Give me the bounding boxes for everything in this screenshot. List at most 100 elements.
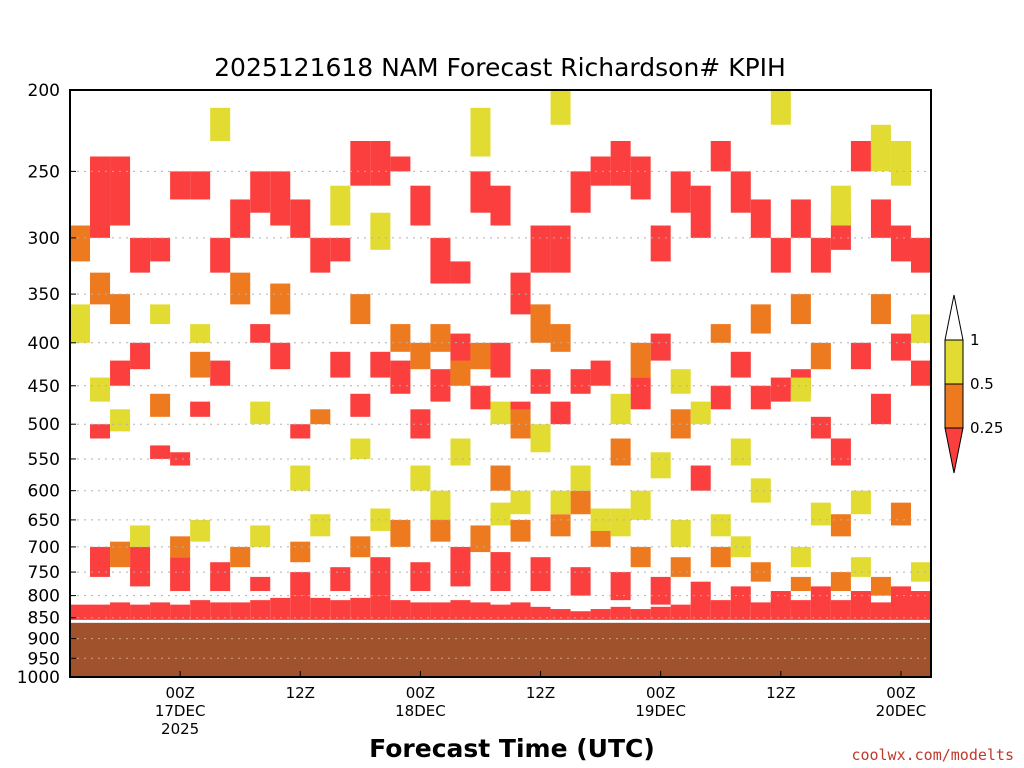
ri-cell <box>630 342 651 378</box>
y-tick-label: 300 <box>28 229 60 249</box>
ri-cell <box>410 465 431 491</box>
ri-cell <box>570 465 591 491</box>
y-tick-label: 250 <box>28 162 60 182</box>
ri-cell <box>370 595 391 620</box>
ri-cell <box>490 401 511 425</box>
ri-cell <box>230 602 251 620</box>
ri-cell <box>690 465 711 491</box>
ri-cell <box>710 324 731 343</box>
ri-cell <box>630 490 651 520</box>
ri-cell <box>550 401 571 425</box>
ri-cell <box>370 140 391 186</box>
ri-cell <box>450 360 471 386</box>
x-tick-label: 00Z <box>886 684 915 702</box>
ri-cell <box>430 237 451 284</box>
ri-cell <box>490 502 511 526</box>
ri-cell <box>150 304 171 325</box>
x-tick-label: 00Z <box>646 684 675 702</box>
colorbar-frame <box>944 339 964 429</box>
ri-cell <box>890 225 911 262</box>
credit-text: coolwx.com/modelts <box>851 746 1014 764</box>
chart-title: 2025121618 NAM Forecast Richardson# KPIH <box>214 53 786 82</box>
plot-frame <box>69 89 932 678</box>
ri-cell <box>790 199 811 238</box>
ri-cell <box>270 283 291 315</box>
ri-cell <box>130 604 151 620</box>
ri-cell <box>150 602 171 620</box>
ri-cell <box>730 586 751 605</box>
ri-cell <box>370 212 391 250</box>
ri-cell <box>890 586 911 605</box>
ri-cell <box>870 199 891 238</box>
ri-cell <box>150 393 171 417</box>
ri-cell <box>450 600 471 620</box>
ri-cell <box>750 478 771 503</box>
colorbar: 1 0.5 0.25 <box>944 294 1003 474</box>
ri-cell <box>630 156 651 200</box>
y-tick-label: 400 <box>28 334 60 354</box>
ri-cell <box>830 438 851 466</box>
ri-cell <box>790 600 811 620</box>
ri-cell <box>750 562 771 582</box>
y-tick-label: 750 <box>28 563 60 583</box>
ri-cell <box>510 409 531 439</box>
ri-cell <box>250 401 271 425</box>
ri-cell <box>610 140 631 186</box>
heatmap-cells <box>70 90 931 620</box>
ri-cell <box>210 562 231 592</box>
ri-cell <box>110 409 131 432</box>
ri-cell <box>530 557 551 592</box>
ri-cell <box>390 360 411 394</box>
ri-cell <box>790 576 811 592</box>
ri-cell <box>90 272 111 305</box>
ri-cell <box>330 185 351 226</box>
ri-cell <box>910 360 931 386</box>
ri-cell <box>810 502 831 526</box>
ri-cell <box>470 385 491 410</box>
ri-cell <box>630 546 651 568</box>
ri-cell <box>690 401 711 425</box>
ri-cell <box>830 572 851 592</box>
ri-cell <box>290 595 311 620</box>
ri-cell <box>850 490 871 515</box>
ri-cell <box>830 185 851 226</box>
ri-cell <box>550 609 571 620</box>
ri-cell <box>190 171 211 200</box>
ri-cell <box>570 567 591 596</box>
y-tick-label: 800 <box>28 587 60 607</box>
ri-cell <box>570 171 591 213</box>
ri-cell <box>470 107 491 157</box>
ri-cell <box>210 237 231 273</box>
ri-cell <box>790 294 811 325</box>
ri-cell <box>170 557 191 592</box>
ri-cell <box>490 465 511 491</box>
y-tick-label: 600 <box>28 482 60 502</box>
ri-cell <box>530 424 551 453</box>
x-axis-label: Forecast Time (UTC) <box>369 734 655 763</box>
ri-cell <box>290 541 311 563</box>
ri-cell <box>130 525 151 547</box>
ri-cell <box>170 536 191 558</box>
ri-cell <box>90 546 111 577</box>
ri-cell <box>910 314 931 343</box>
ri-cell <box>550 225 571 273</box>
ri-cell <box>90 156 111 238</box>
colorbar-swatch-orange <box>944 383 964 429</box>
ri-cell <box>350 536 371 558</box>
ri-cell <box>530 225 551 273</box>
ri-cell <box>770 377 791 402</box>
ri-cell <box>170 452 191 466</box>
ri-cell <box>890 333 911 361</box>
ri-cell <box>170 171 191 200</box>
ri-cell <box>190 324 211 343</box>
ri-cell <box>710 140 731 172</box>
ri-cell <box>250 171 271 213</box>
ri-cell <box>550 90 571 125</box>
x-tick-label: 17DEC <box>155 702 206 720</box>
ri-cell <box>790 377 811 402</box>
ri-cell <box>410 185 431 226</box>
ri-cell <box>310 597 331 620</box>
ri-cell <box>330 351 351 378</box>
ri-cell <box>850 140 871 172</box>
y-tick-label: 450 <box>28 377 60 397</box>
